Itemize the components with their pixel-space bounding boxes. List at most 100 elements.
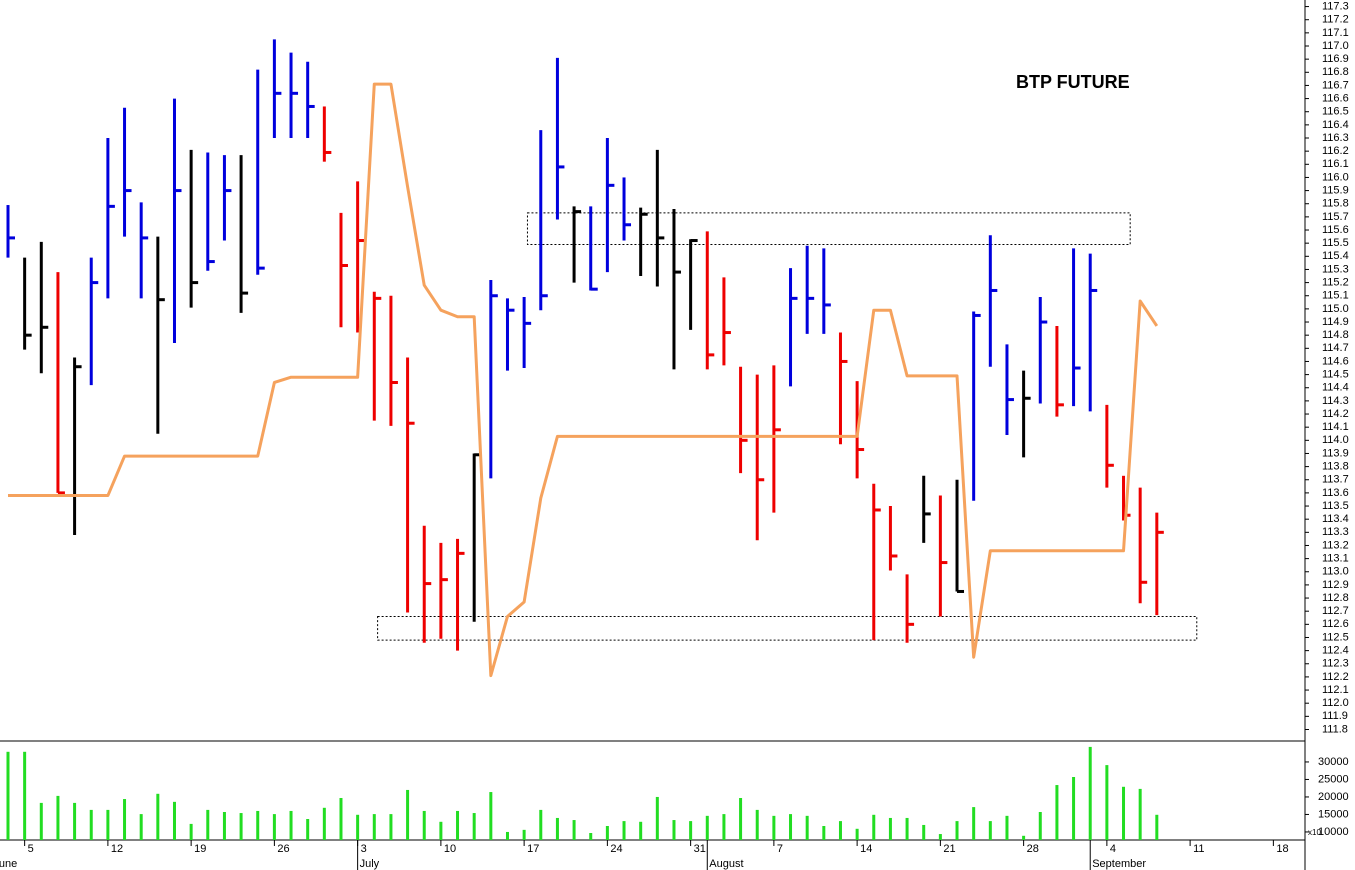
volume-bar bbox=[672, 820, 676, 840]
y-tick-label: 112.4 bbox=[1322, 645, 1349, 657]
volume-axis-note: x10 bbox=[1308, 828, 1321, 837]
y-tick-label: 114.5 bbox=[1322, 369, 1349, 381]
y-tick-label: 114.0 bbox=[1322, 434, 1349, 446]
x-tick-label: 14 bbox=[860, 843, 872, 855]
volume-bar bbox=[838, 821, 842, 840]
y-tick-label: 114.8 bbox=[1322, 329, 1349, 341]
y-tick-label: 114.7 bbox=[1322, 342, 1349, 354]
y-tick-label: 112.5 bbox=[1322, 631, 1349, 643]
volume-bar bbox=[339, 798, 343, 840]
volume-bar bbox=[222, 812, 226, 840]
volume-bar bbox=[739, 798, 743, 840]
y-tick-label: 115.3 bbox=[1322, 263, 1349, 275]
y-tick-label: 115.7 bbox=[1322, 211, 1349, 223]
volume-bar bbox=[472, 813, 476, 840]
volume-bar bbox=[639, 821, 643, 840]
volume-bar bbox=[988, 821, 992, 840]
volume-bar bbox=[938, 834, 942, 840]
x-tick-label: 26 bbox=[277, 843, 289, 855]
y-tick-label: 116.9 bbox=[1322, 53, 1349, 65]
y-tick-label: 114.2 bbox=[1322, 408, 1349, 420]
y-tick-label: 116.0 bbox=[1322, 171, 1349, 183]
y-tick-label: 112.8 bbox=[1322, 592, 1349, 604]
y-tick-label: 113.7 bbox=[1322, 474, 1349, 486]
volume-bar bbox=[422, 810, 426, 840]
volume-bar bbox=[1138, 788, 1142, 840]
volume-bar bbox=[1022, 835, 1026, 840]
x-tick-label: 28 bbox=[1027, 843, 1039, 855]
y-tick-label: 112.3 bbox=[1322, 658, 1349, 670]
volume-bar bbox=[6, 751, 10, 840]
y-tick-label: 116.2 bbox=[1322, 145, 1349, 157]
volume-bar bbox=[23, 751, 27, 840]
volume-bar bbox=[322, 807, 326, 840]
volume-bar bbox=[705, 815, 709, 840]
volume-bar bbox=[755, 809, 759, 840]
volume-y-tick-label: 15000 bbox=[1318, 808, 1349, 820]
x-tick-label: 12 bbox=[111, 843, 123, 855]
y-tick-label: 115.6 bbox=[1322, 224, 1349, 236]
x-tick-label: 24 bbox=[610, 843, 622, 855]
volume-bar bbox=[56, 795, 60, 840]
x-tick-label: 5 bbox=[28, 843, 34, 855]
volume-bar bbox=[489, 792, 493, 840]
volume-bar bbox=[572, 820, 576, 840]
y-tick-label: 112.6 bbox=[1322, 618, 1349, 630]
volume-bar bbox=[822, 826, 826, 840]
y-tick-label: 117.1 bbox=[1322, 27, 1349, 39]
volume-bar bbox=[239, 813, 243, 840]
volume-bar bbox=[356, 814, 360, 840]
y-tick-label: 114.9 bbox=[1322, 316, 1349, 328]
y-tick-label: 113.6 bbox=[1322, 487, 1349, 499]
volume-bar bbox=[89, 809, 93, 840]
volume-bar bbox=[1038, 812, 1042, 840]
chart-title: BTP FUTURE bbox=[1016, 72, 1130, 92]
volume-bar bbox=[189, 823, 193, 840]
y-tick-label: 113.1 bbox=[1322, 553, 1349, 565]
volume-bar bbox=[722, 814, 726, 840]
price-zone bbox=[377, 615, 1198, 641]
volume-y-tick-label: 25000 bbox=[1318, 773, 1349, 785]
volume-bar bbox=[1122, 786, 1126, 840]
month-label: July bbox=[360, 858, 380, 870]
volume-bar bbox=[39, 802, 43, 840]
y-tick-label: 116.7 bbox=[1322, 79, 1349, 91]
y-tick-label: 113.2 bbox=[1322, 539, 1349, 551]
indicator-line bbox=[7, 82, 1159, 678]
y-tick-label: 115.9 bbox=[1322, 184, 1349, 196]
volume-bar bbox=[555, 817, 559, 840]
y-tick-label: 115.1 bbox=[1322, 290, 1349, 302]
y-tick-label: 113.0 bbox=[1322, 566, 1349, 578]
volume-bar bbox=[622, 821, 626, 840]
volume-bar bbox=[955, 821, 959, 840]
y-tick-label: 116.3 bbox=[1322, 132, 1349, 144]
volume-bar bbox=[522, 829, 526, 840]
volume-bar bbox=[655, 796, 659, 840]
volume-bar bbox=[106, 809, 110, 840]
volume-bar bbox=[772, 815, 776, 840]
y-tick-label: 112.9 bbox=[1322, 579, 1349, 591]
volume-bar bbox=[1105, 765, 1109, 840]
volume-bar bbox=[888, 817, 892, 840]
y-tick-label: 112.0 bbox=[1322, 697, 1349, 709]
volume-bar bbox=[1005, 815, 1009, 840]
y-tick-label: 112.2 bbox=[1322, 671, 1349, 683]
x-tick-label: 4 bbox=[1110, 843, 1116, 855]
volume-bar bbox=[805, 815, 809, 840]
y-tick-label: 112.7 bbox=[1322, 605, 1349, 617]
y-tick-label: 115.2 bbox=[1322, 276, 1349, 288]
volume-bar bbox=[972, 807, 976, 840]
volume-bar bbox=[789, 814, 793, 840]
y-tick-label: 115.0 bbox=[1322, 303, 1349, 315]
volume-bar bbox=[139, 814, 143, 840]
y-tick-label: 116.1 bbox=[1322, 158, 1349, 170]
volume-bar bbox=[505, 831, 509, 840]
month-label: August bbox=[709, 858, 743, 870]
y-tick-label: 111.9 bbox=[1322, 710, 1348, 722]
volume-bar bbox=[389, 814, 393, 840]
y-tick-label: 115.4 bbox=[1322, 250, 1349, 262]
x-tick-label: 11 bbox=[1193, 843, 1204, 855]
y-tick-label: 113.9 bbox=[1322, 447, 1349, 459]
y-tick-label: 117.3 bbox=[1322, 0, 1349, 12]
volume-bar bbox=[272, 814, 276, 840]
